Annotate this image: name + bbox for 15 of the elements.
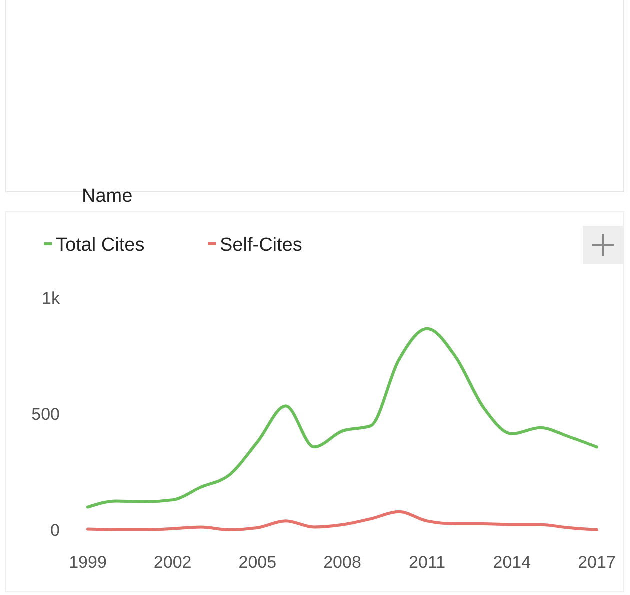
x-tick-label: 2008 bbox=[324, 553, 362, 572]
line-series bbox=[86, 510, 598, 532]
x-tick-label: 2011 bbox=[409, 553, 446, 572]
y-tick-label: 500 bbox=[32, 404, 60, 424]
y-tick-label: 1k bbox=[42, 288, 60, 308]
x-tick-label: 2014 bbox=[493, 553, 532, 572]
legend-label: Self-Cites bbox=[220, 235, 302, 256]
x-tick-label: 2017 bbox=[578, 553, 616, 572]
x-tick-label: 1999 bbox=[69, 553, 107, 572]
line-series bbox=[86, 327, 598, 509]
x-tick-label: 2002 bbox=[154, 553, 192, 572]
legend-label: Total Cites bbox=[56, 235, 145, 256]
text: Name bbox=[82, 186, 133, 207]
x-tick-label: 2005 bbox=[238, 553, 277, 572]
y-tick-label: 0 bbox=[50, 520, 60, 540]
